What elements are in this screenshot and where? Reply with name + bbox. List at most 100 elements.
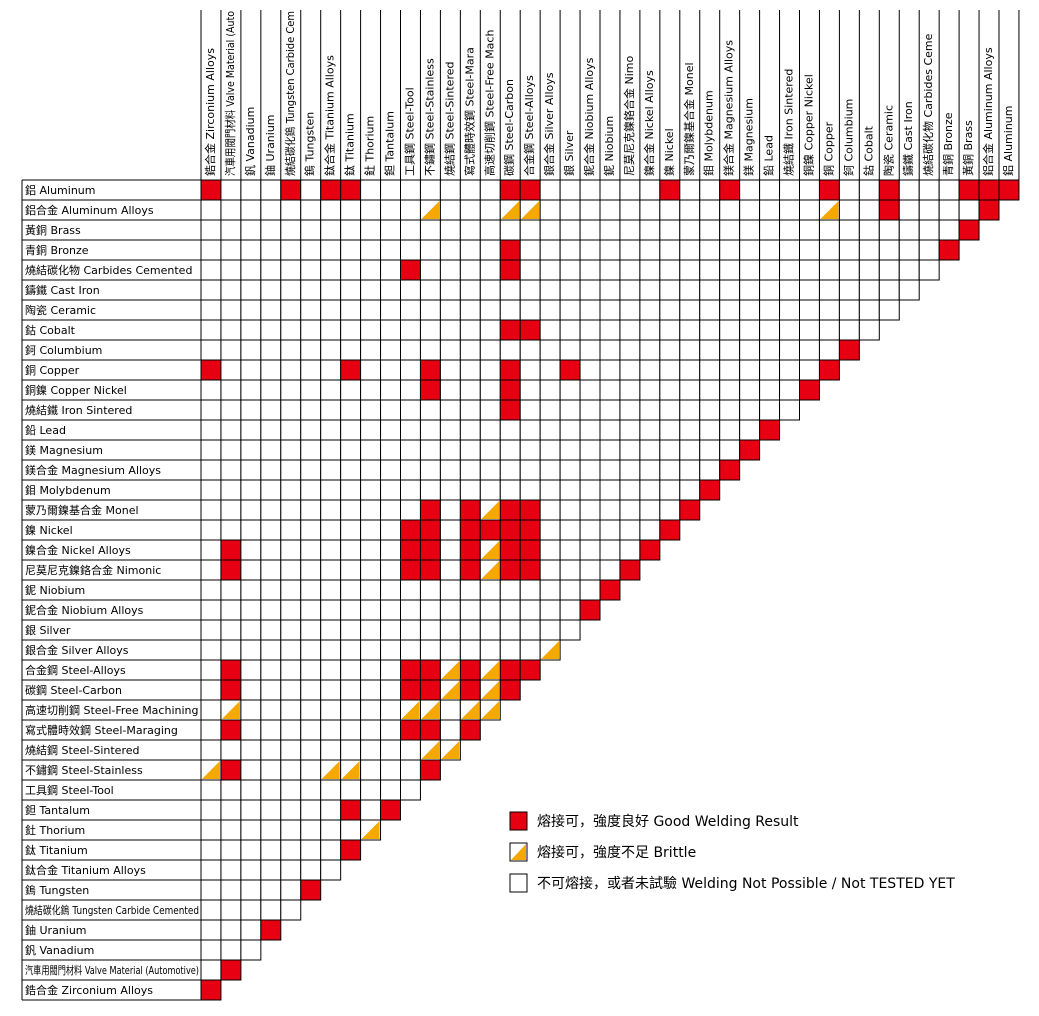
cell [599,499,621,521]
row-label: 鉭 Tantalum [25,804,90,817]
cell [220,339,242,361]
cell [779,219,800,241]
cell [599,419,621,441]
cell [280,839,302,861]
cell [719,259,741,281]
cell [779,319,800,341]
cell [280,819,302,841]
cell [559,579,581,601]
cell [719,399,741,421]
cell [599,299,621,321]
cell [320,359,342,381]
cell [479,599,501,621]
cell [360,499,382,521]
cell [380,699,401,721]
cell [200,559,222,581]
cell [878,219,900,241]
cell [200,679,222,701]
cell [340,259,362,281]
cell [340,659,362,681]
cell [320,259,342,281]
cell [539,539,561,561]
cell [679,319,701,341]
cell [400,439,421,461]
cell [400,779,421,801]
cell [559,239,581,261]
cell [898,199,920,221]
cell [499,599,521,621]
cell [400,379,421,401]
cell [639,259,661,281]
row-label: 高速切削鋼 Steel-Free Machining [25,703,198,717]
cell [459,379,481,401]
cell [220,879,242,901]
cell [200,639,222,661]
cell [200,699,222,721]
cell [719,339,741,361]
cell [878,199,900,221]
column-header: 鋁 Aluminum [1001,106,1015,176]
cell [659,519,681,541]
cell [898,219,920,241]
cell [539,299,561,321]
cell [240,579,262,601]
cell [439,499,461,521]
cell [838,259,860,281]
cell [300,559,322,581]
cell [380,359,401,381]
cell [499,519,521,541]
cell [300,659,322,681]
cell [599,319,621,341]
column-header: 鈮 Niobium [602,116,616,176]
cell [539,359,561,381]
cell [300,239,322,261]
cell [918,179,940,201]
cell [400,639,421,661]
cell [679,379,701,401]
cell [200,519,222,541]
cell [240,819,262,841]
cell [659,499,681,521]
cell [719,299,741,321]
cell [459,279,481,301]
cell [360,699,382,721]
cell [479,639,501,661]
cell [559,259,581,281]
cell [300,719,322,741]
cell [240,939,262,961]
cell [360,679,382,701]
cell [579,599,601,621]
cell [340,179,362,201]
cell [519,579,541,601]
cell [340,239,362,261]
cell [519,359,541,381]
cell [380,459,401,481]
cell [419,319,441,341]
cell [380,479,401,501]
cell [519,339,541,361]
cell [400,259,421,281]
brittle-fill [481,541,500,559]
cell [799,379,820,401]
cell [739,239,761,261]
cell [599,479,621,501]
cell [340,779,362,801]
cell [439,199,461,221]
cell [479,239,501,261]
cell [838,179,860,201]
cell [639,239,661,261]
cell [240,299,262,321]
cell [519,619,541,641]
cell [260,419,282,441]
cell [380,579,401,601]
cell [679,279,701,301]
row-label: 銀 Silver [25,623,71,637]
cell [479,259,501,281]
cell [260,679,282,701]
cell [699,319,721,341]
cell [439,619,461,641]
cell [280,899,302,921]
cell [679,299,701,321]
column-header: 銅鎳 Copper Nickel [801,74,815,176]
cell [400,739,421,761]
